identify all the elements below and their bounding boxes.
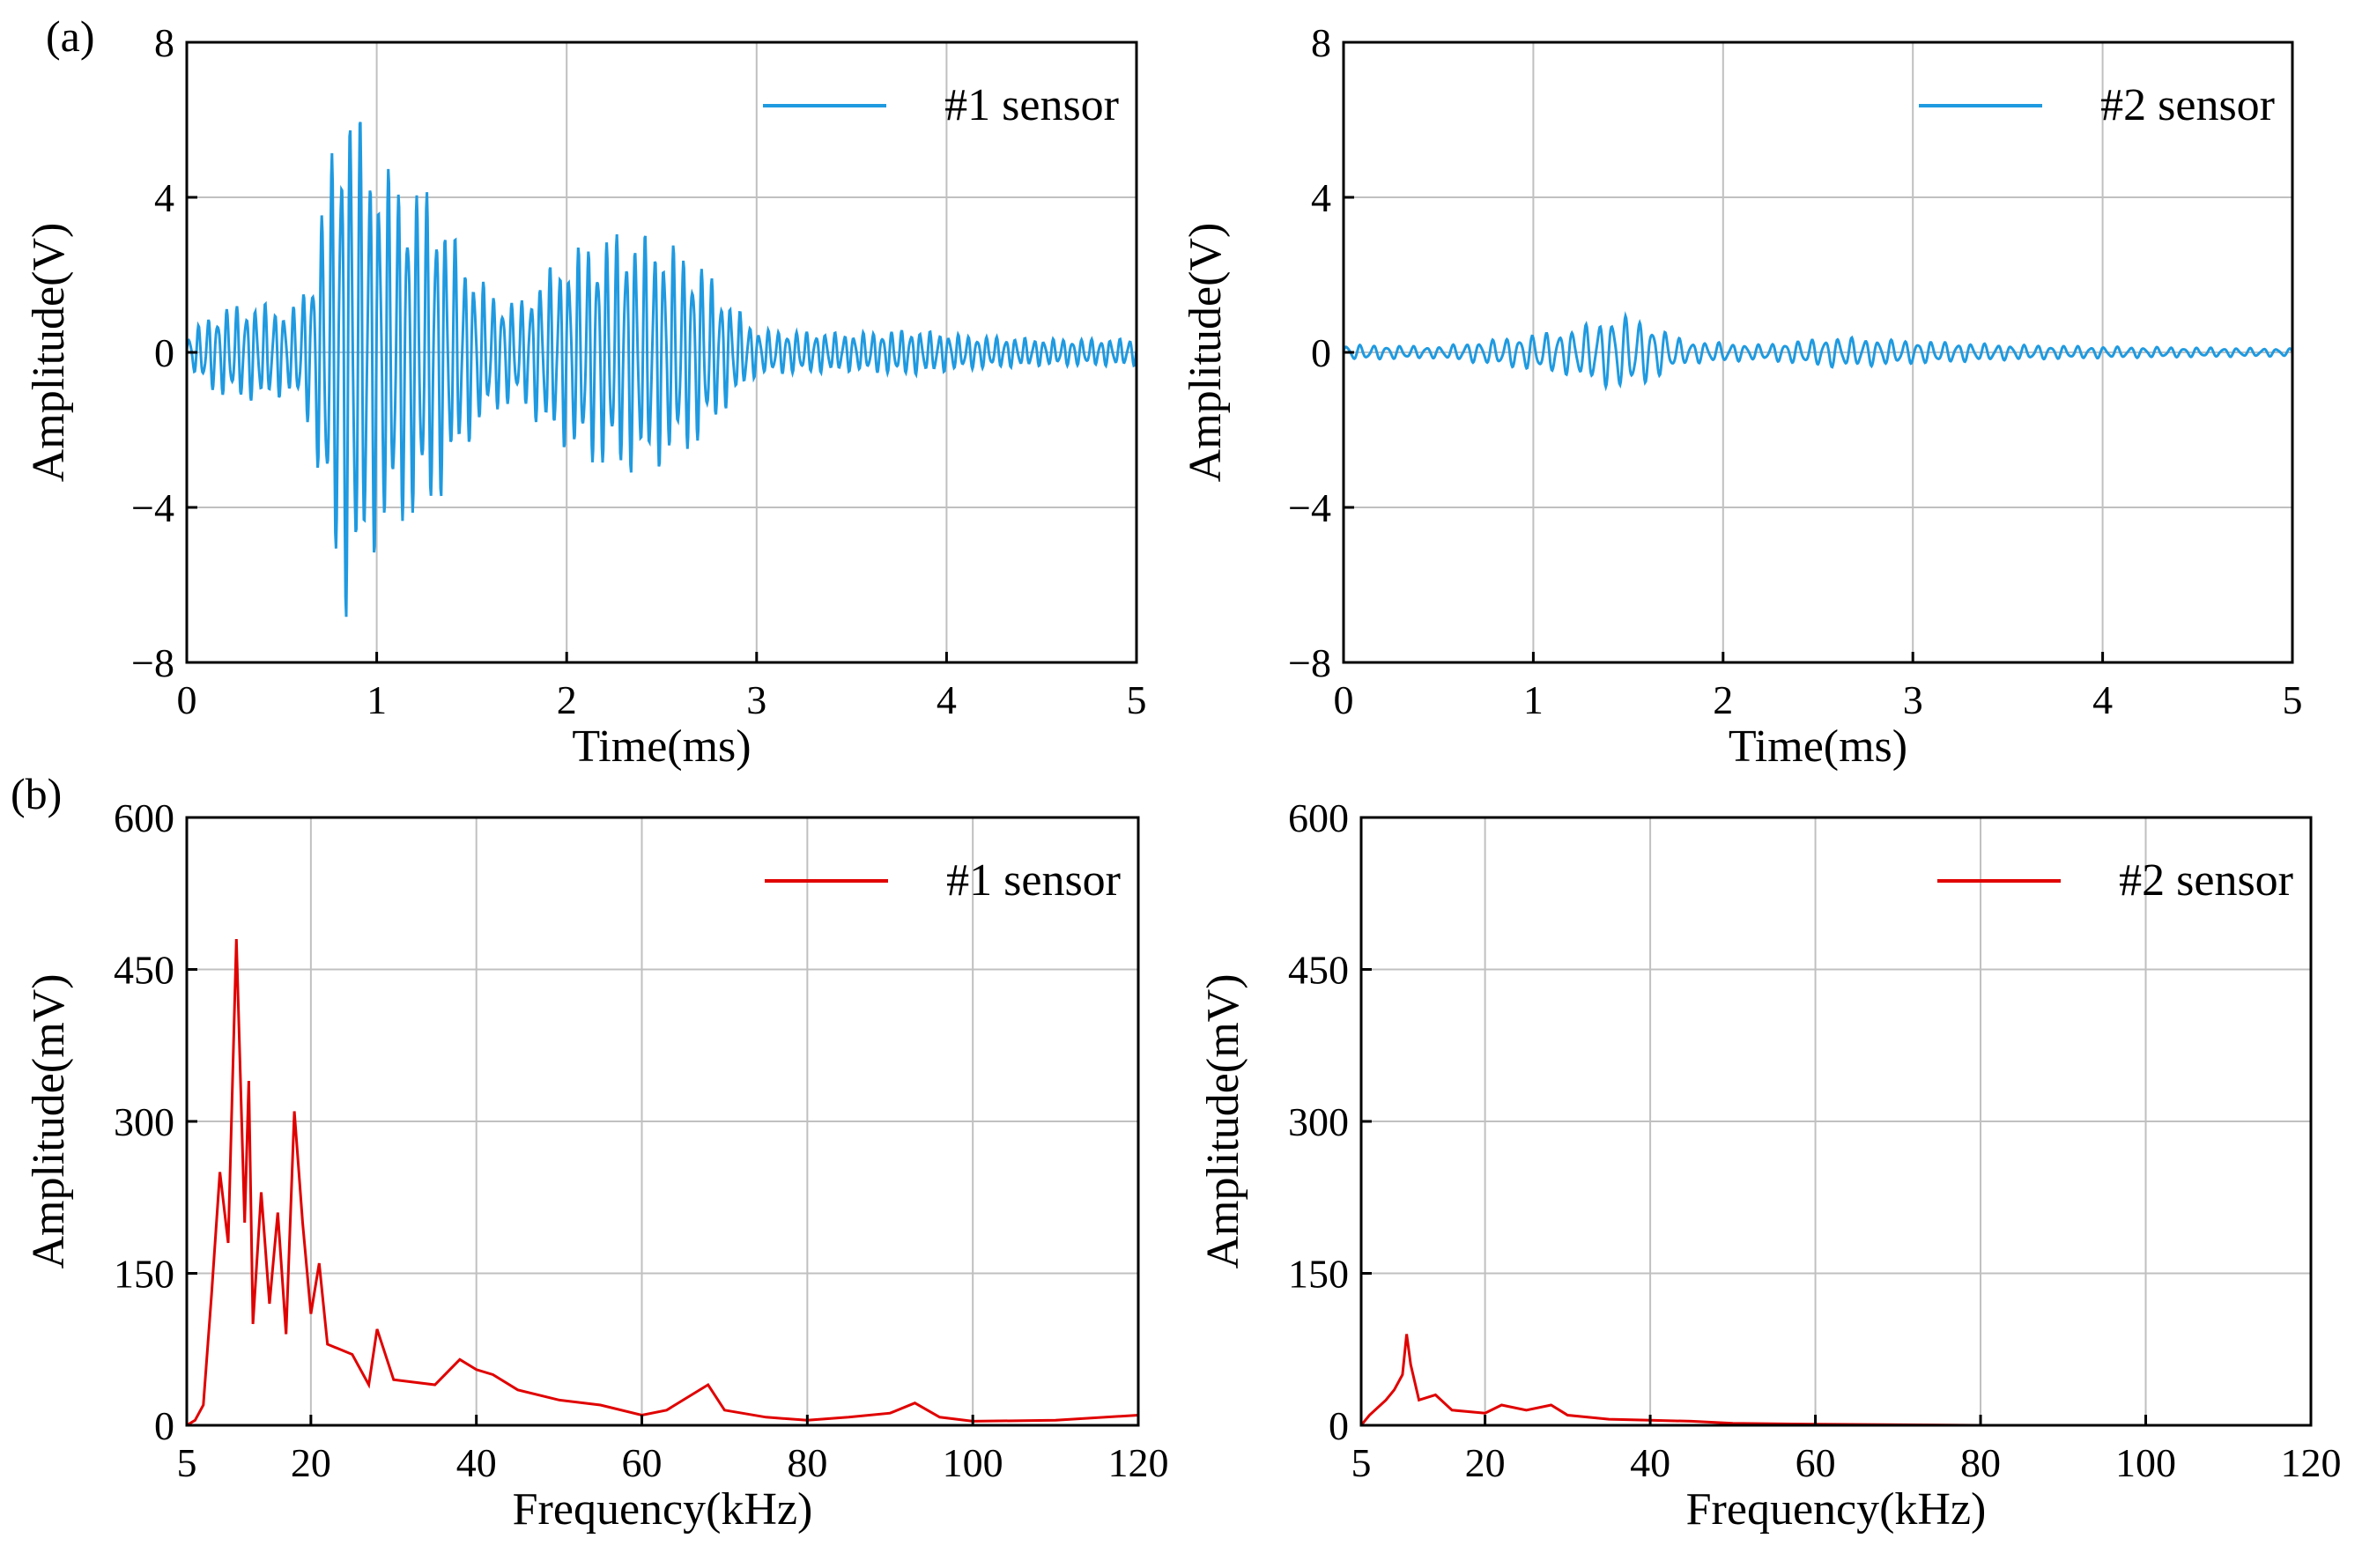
y-tick-label: −4 [131, 485, 174, 530]
legend-label: #2 sensor [2119, 855, 2293, 906]
y-tick-label: 8 [1311, 20, 1331, 65]
y-axis-label: Amplitude(mV) [24, 973, 74, 1268]
y-tick-label: 450 [1288, 948, 1349, 993]
y-tick-label: 600 [1288, 795, 1349, 840]
legend-label: #1 sensor [946, 855, 1121, 906]
y-tick-label: 150 [1288, 1252, 1349, 1297]
x-tick-label: 120 [2281, 1440, 2342, 1485]
y-tick-label: −4 [1288, 485, 1331, 530]
x-tick-label: 4 [937, 677, 957, 722]
x-tick-label: 0 [1334, 677, 1354, 722]
x-tick-label: 120 [1108, 1440, 1169, 1485]
legend-label: #1 sensor [944, 80, 1119, 130]
legend-label: #2 sensor [2100, 80, 2275, 130]
x-tick-label: 40 [456, 1440, 497, 1485]
y-tick-label: 300 [114, 1099, 174, 1144]
y-tick-label: 600 [114, 795, 174, 840]
y-tick-label: 4 [154, 175, 174, 220]
y-tick-label: 0 [1311, 330, 1331, 375]
y-tick-label: 0 [154, 1403, 174, 1448]
x-tick-label: 60 [622, 1440, 663, 1485]
x-tick-label: 80 [1960, 1440, 2001, 1485]
y-axis-label: Amplitude(V) [1181, 223, 1231, 483]
series-line [1361, 1334, 2311, 1425]
x-axis-label: Frequency(kHz) [1686, 1484, 1987, 1535]
x-tick-label: 40 [1630, 1440, 1670, 1485]
x-tick-label: 60 [1796, 1440, 1836, 1485]
x-axis-label: Time(ms) [1729, 721, 1907, 772]
x-tick-label: 0 [177, 677, 197, 722]
x-tick-label: 80 [787, 1440, 827, 1485]
y-tick-label: 4 [1311, 175, 1331, 220]
y-tick-label: −8 [131, 640, 174, 685]
x-tick-label: 20 [1465, 1440, 1506, 1485]
x-tick-label: 20 [291, 1440, 331, 1485]
y-tick-label: 8 [154, 20, 174, 65]
x-tick-label: 100 [2115, 1440, 2176, 1485]
y-tick-label: 300 [1288, 1099, 1349, 1144]
x-tick-label: 1 [1523, 677, 1544, 722]
series-line [187, 938, 1138, 1425]
chart-2: 0 1 2 3 4 5 −8 −4 0 4 8 Time(ms) Amplitude(V) #2 sens… [1181, 20, 2303, 772]
chart-4: 5 20 40 60 80 100 120 0 150 300 450 600 Frequency(kH… [1198, 795, 2342, 1535]
x-tick-label: 5 [1351, 1440, 1372, 1485]
x-tick-label: 5 [177, 1440, 197, 1485]
x-tick-label: 5 [2283, 677, 2303, 722]
x-tick-label: 2 [1713, 677, 1733, 722]
x-tick-label: 100 [943, 1440, 1003, 1485]
x-tick-label: 3 [746, 677, 766, 722]
panel-label-a: (a) [46, 11, 95, 61]
y-tick-label: 150 [114, 1252, 174, 1297]
x-tick-label: 1 [367, 677, 387, 722]
y-axis-label: Amplitude(V) [24, 223, 74, 483]
series-line [187, 122, 1137, 618]
x-tick-label: 2 [557, 677, 577, 722]
x-tick-label: 3 [1903, 677, 1923, 722]
x-tick-label: 5 [1127, 677, 1147, 722]
y-tick-label: 0 [1329, 1403, 1349, 1448]
series-line [1344, 311, 2292, 392]
y-tick-label: −8 [1288, 640, 1331, 685]
x-axis-label: Time(ms) [572, 721, 751, 772]
y-tick-label: 0 [154, 330, 174, 375]
panel-label-b: (b) [11, 769, 63, 818]
chart-1: 0 1 2 3 4 5 −8 −4 0 4 8 Time(ms) Amplitude(V) #1 sens… [24, 20, 1147, 772]
x-tick-label: 4 [2092, 677, 2113, 722]
x-axis-label: Frequency(kHz) [513, 1484, 813, 1535]
y-axis-label: Amplitude(mV) [1198, 973, 1248, 1268]
chart-3: 5 20 40 60 80 100 120 0 150 300 450 600 Frequency(kH… [24, 795, 1169, 1535]
y-tick-label: 450 [114, 948, 174, 993]
